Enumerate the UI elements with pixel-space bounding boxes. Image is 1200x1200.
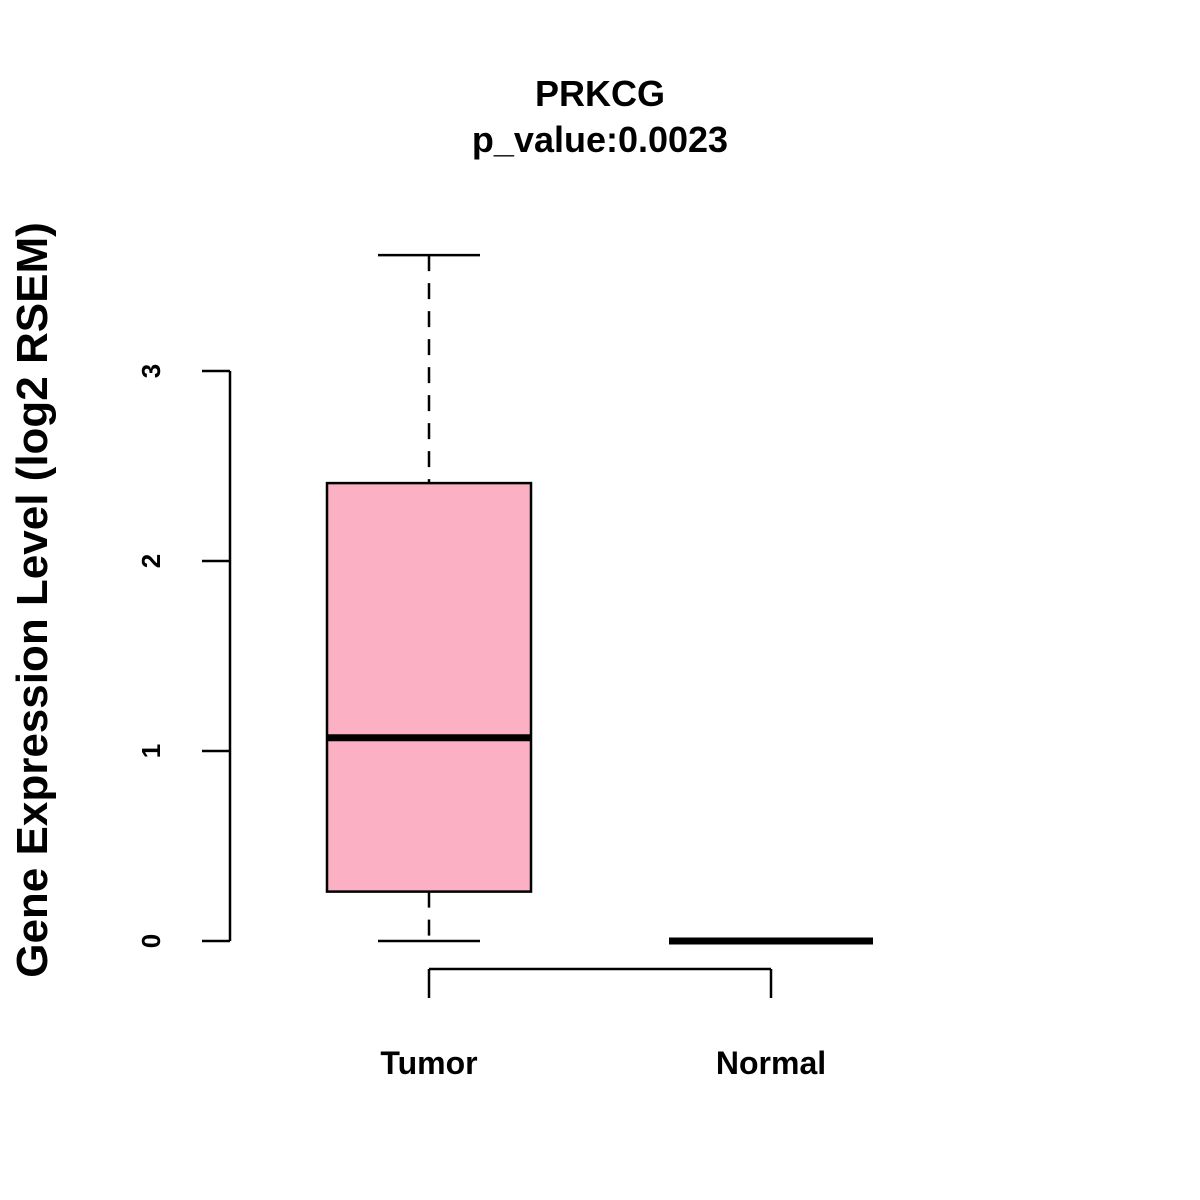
box-iqr: [325, 481, 533, 893]
y-tick-label: 1: [136, 744, 166, 758]
y-tick-label: 2: [136, 554, 166, 568]
boxes-group: [325, 253, 873, 945]
x-tick-label: Tumor: [380, 1045, 477, 1081]
box-tumor: [325, 253, 533, 943]
y-axis: 0 1 2 3: [136, 364, 232, 948]
x-tick-label: Normal: [716, 1045, 826, 1081]
y-tick-label: 3: [136, 364, 166, 378]
y-axis-label: Gene Expression Level (log2 RSEM): [8, 222, 57, 978]
y-tick-label: 0: [136, 934, 166, 948]
x-axis: Tumor Normal: [380, 967, 826, 1081]
chart-title: PRKCG: [535, 73, 665, 114]
chart-subtitle: p_value:0.0023: [472, 119, 728, 160]
